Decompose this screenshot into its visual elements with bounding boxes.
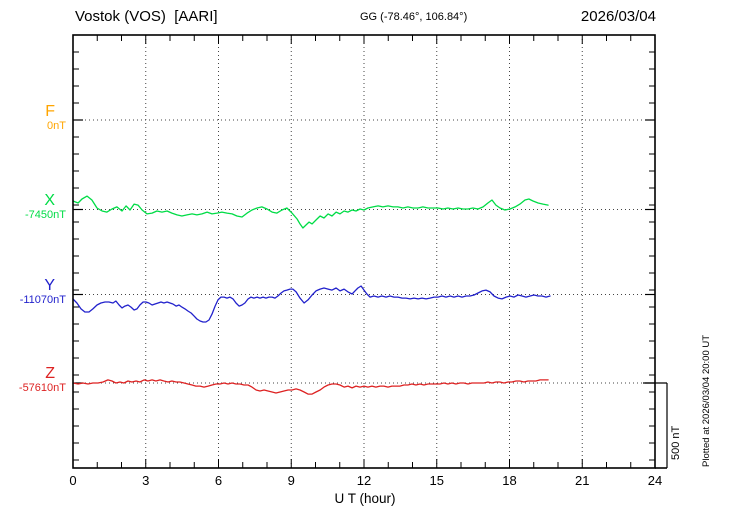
x-axis-tick-label: 15 <box>429 473 444 488</box>
x-axis-tick-label: 21 <box>575 473 590 488</box>
x-axis-tick-label: 3 <box>142 473 150 488</box>
geographic-coords-label: GG (-78.46°, 106.84°) <box>360 11 468 23</box>
scale-bar-label: 500 nT <box>670 425 682 460</box>
component-letter-X: X <box>44 192 55 209</box>
trace-X <box>72 195 549 229</box>
component-label-F: F 0nT <box>0 103 66 132</box>
component-baseline-F: 0nT <box>47 120 66 132</box>
x-axis-tick-label: 24 <box>647 473 663 488</box>
component-letter-F: F <box>45 103 55 120</box>
component-baseline-Y: -11070nT <box>19 294 66 306</box>
component-letter-Z: Z <box>45 365 55 382</box>
component-label-X: X -7450nT <box>0 192 66 221</box>
plot-date: 2026/03/04 <box>580 8 656 25</box>
component-baseline-X: -7450nT <box>25 209 66 221</box>
x-axis-tick-label: 9 <box>287 473 295 488</box>
plot-frame <box>72 34 656 469</box>
x-axis-tick-label: 0 <box>69 473 77 488</box>
component-label-Z: Z -57610nT <box>0 365 66 394</box>
station-title: Vostok (VOS) [AARI] <box>75 8 218 25</box>
x-axis-tick-label: 6 <box>214 473 223 488</box>
x-axis-tick-label: 18 <box>502 473 517 488</box>
trace-Z <box>72 379 549 395</box>
component-label-Y: Y -11070nT <box>0 277 66 306</box>
component-letter-Y: Y <box>44 277 55 294</box>
plotted-timestamp-note: Plotted at 2026/03/04 20:00 UT <box>701 334 712 467</box>
trace-Y <box>72 285 551 323</box>
x-axis-tick-label: 12 <box>356 473 372 488</box>
x-axis-title: U T (hour) <box>334 491 396 506</box>
component-baseline-Z: -57610nT <box>18 382 66 394</box>
